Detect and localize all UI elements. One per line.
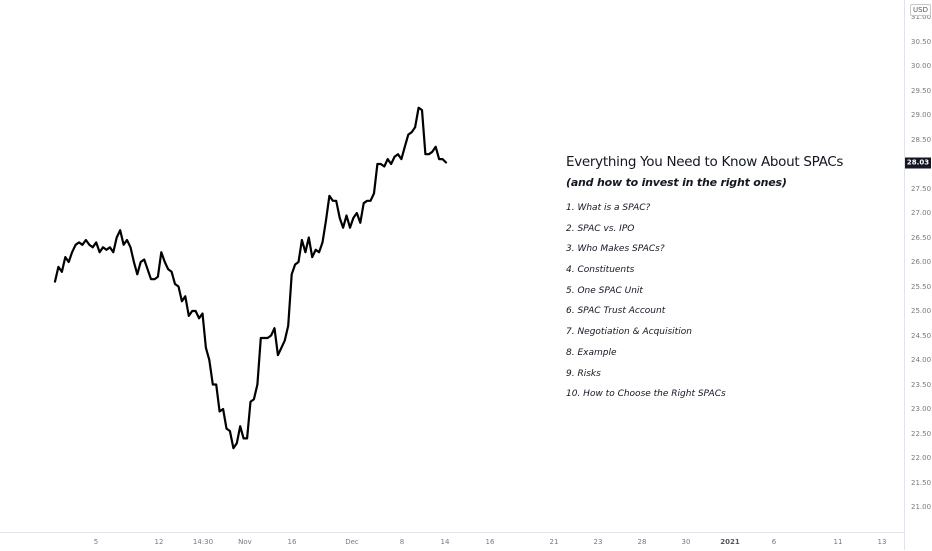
chart-annotation: Everything You Need to Know About SPACs … <box>566 154 843 410</box>
price-tick-label: 29.00 <box>911 111 932 119</box>
annotation-item: 10. How to Choose the Right SPACs <box>566 389 726 400</box>
price-tick-label: 22.50 <box>911 429 932 438</box>
price-tick-label: 25.00 <box>911 307 932 315</box>
annotation-item: 6. SPAC Trust Account <box>566 306 666 317</box>
annotation-subtitle: (and how to invest in the right ones) <box>566 176 787 189</box>
annotation-item: 7. Negotiation & Acquisition <box>566 327 692 338</box>
time-tick-label: 2021 <box>720 538 740 546</box>
currency-label[interactable]: USD <box>910 4 931 16</box>
price-tick-label: 23.50 <box>911 380 932 389</box>
time-tick-label: 30 <box>681 538 691 546</box>
time-tick-label: 11 <box>833 538 843 546</box>
last-price-label: 28.03 <box>905 157 931 169</box>
time-tick-label: 6 <box>771 538 777 546</box>
price-tick-label: 24.50 <box>911 331 932 340</box>
annotation-item: 5. One SPAC Unit <box>566 285 643 296</box>
time-tick-label: Dec <box>345 538 359 546</box>
price-tick-label: 30.00 <box>911 62 932 70</box>
price-tick-label: 21.50 <box>911 478 932 487</box>
price-tick-label: 26.00 <box>911 258 932 266</box>
time-tick-label: Nov <box>238 538 252 546</box>
annotation-item: 3. Who Makes SPACs? <box>566 244 665 255</box>
time-tick-label: 16 <box>485 538 495 546</box>
annotation-item: 2. SPAC vs. IPO <box>566 223 635 234</box>
price-tick-label: 21.00 <box>911 503 932 511</box>
price-tick-label: 31.00 <box>911 13 932 21</box>
time-tick-label: 12 <box>154 538 164 546</box>
price-axis[interactable]: 31.0030.5030.0029.5029.0028.5028.0027.50… <box>904 0 932 550</box>
time-tick-label: 28 <box>637 538 647 546</box>
time-tick-label: 13 <box>877 538 887 546</box>
annotation-item: 4. Constituents <box>566 265 635 276</box>
price-tick-label: 23.00 <box>911 405 932 413</box>
price-chart-plot[interactable] <box>0 0 904 532</box>
time-tick-label: 23 <box>593 538 603 546</box>
annotation-item: 9. Risks <box>566 368 601 379</box>
annotation-title: Everything You Need to Know About SPACs <box>566 154 844 170</box>
time-tick-label: 14:30 <box>192 538 214 546</box>
price-tick-label: 28.50 <box>911 135 932 144</box>
time-axis[interactable]: 5 12 14:30 Nov 16 Dec 8 14 16 21 23 28 30 2021 6 11 13 <box>0 532 904 551</box>
time-tick-label: 14 <box>440 538 450 546</box>
price-tick-label: 27.50 <box>911 184 932 193</box>
price-tick-label: 26.50 <box>911 233 932 242</box>
price-tick-label: 30.50 <box>911 37 932 46</box>
annotation-item: 1. What is a SPAC? <box>566 203 651 213</box>
price-series-line <box>53 106 448 450</box>
time-tick-label: 21 <box>549 538 559 546</box>
price-tick-label: 29.50 <box>911 86 932 95</box>
price-tick-label: 22.00 <box>911 454 932 462</box>
price-tick-label: 25.50 <box>911 282 932 291</box>
time-tick-label: 16 <box>287 538 297 546</box>
annotation-list: 1. What is a SPAC? 2. SPAC vs. IPO 3. Wh… <box>566 203 843 410</box>
time-tick-label: 8 <box>399 538 405 546</box>
annotation-item: 8. Example <box>566 347 617 358</box>
price-tick-label: 24.00 <box>911 356 932 364</box>
time-tick-label: 5 <box>93 538 99 546</box>
price-tick-label: 27.00 <box>911 209 932 217</box>
